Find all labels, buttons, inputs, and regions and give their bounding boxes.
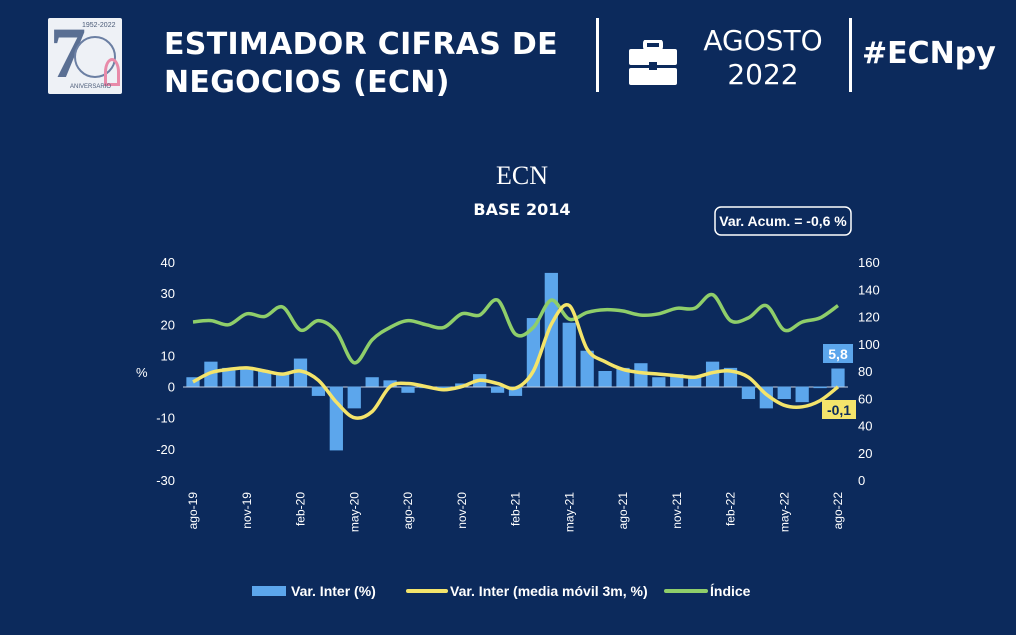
bar — [329, 386, 343, 451]
bar — [688, 377, 702, 387]
logo-years: 1952-2022 — [82, 22, 116, 29]
bar — [275, 374, 290, 387]
bar — [598, 371, 612, 387]
line-last-label: -0,1 — [827, 402, 851, 418]
bar — [347, 386, 361, 409]
x-tick-label: ago-20 — [401, 492, 415, 530]
bar — [652, 377, 666, 387]
x-tick-label: ago-21 — [616, 492, 630, 530]
bar — [580, 350, 594, 387]
x-tick-label: feb-20 — [294, 492, 308, 526]
bar — [311, 386, 326, 396]
y-right-tick-label: 40 — [858, 419, 872, 434]
report-period: AGOSTO 2022 — [700, 24, 826, 92]
bar — [831, 368, 845, 387]
page-title-line1: ESTIMADOR CIFRAS DE — [164, 27, 558, 62]
y-right-tick-label: 80 — [858, 364, 872, 379]
y-right-tick-label: 120 — [858, 310, 880, 325]
x-tick-label: nov-20 — [455, 492, 469, 529]
series-line-moving-average — [192, 303, 840, 420]
y-left-tick-label: -10 — [156, 411, 175, 426]
bar — [616, 367, 630, 387]
page-title-line2: NEGOCIOS (ECN) — [164, 65, 450, 100]
briefcase-icon — [629, 40, 677, 85]
logo-caption: ANIVERSARIO — [70, 84, 112, 90]
x-tick-label: may-21 — [562, 492, 576, 532]
bar — [365, 377, 379, 387]
bar — [562, 322, 576, 387]
x-tick-label: feb-21 — [509, 492, 523, 526]
y-left-tick-label: 40 — [161, 255, 175, 270]
chart-title: ECN — [496, 161, 548, 190]
bar — [777, 386, 791, 400]
bar-last-label: 5,8 — [828, 346, 848, 362]
report-month: AGOSTO — [703, 24, 823, 57]
legend-label-index: Índice — [710, 583, 751, 599]
bar — [490, 386, 505, 393]
report-year: 2022 — [727, 58, 799, 91]
ribbon-icon — [104, 58, 120, 86]
bar — [508, 386, 523, 396]
bar — [222, 367, 236, 387]
y-left-tick-label: 30 — [161, 286, 175, 301]
y-left-tick-label: -30 — [156, 473, 175, 488]
hashtag: #ECNpy — [862, 36, 996, 71]
anniversary-logo: 7 1952-2022 ANIVERSARIO — [48, 18, 122, 94]
bar — [383, 380, 397, 387]
bar — [544, 272, 558, 387]
line-label-box — [822, 400, 856, 419]
x-tick-label: feb-22 — [724, 492, 738, 526]
page-title: ESTIMADOR CIFRAS DE NEGOCIOS (ECN) — [164, 26, 558, 102]
legend-swatch-bars — [252, 586, 286, 596]
x-tick-label: nov-19 — [240, 492, 254, 529]
legend-label-moving-average: Var. Inter (media móvil 3m, %) — [450, 583, 648, 599]
y-right-tick-label: 100 — [858, 337, 880, 352]
annotation-box — [714, 206, 852, 236]
bar-label-box — [823, 344, 853, 363]
y-right-tick-label: 140 — [858, 282, 880, 297]
x-tick-label: ago-19 — [186, 492, 200, 530]
y-left-tick-label: -20 — [156, 442, 175, 457]
x-tick-label: nov-21 — [670, 492, 684, 529]
x-tick-label: may-22 — [777, 492, 791, 532]
y-left-tick-label: 0 — [168, 380, 175, 395]
seal-icon — [74, 36, 116, 78]
bar — [526, 318, 541, 387]
y-left-tick-label: 20 — [161, 317, 175, 332]
bar — [634, 363, 648, 387]
header-divider-2 — [849, 18, 852, 92]
annotation-text: Var. Acum. = -0,6 % — [719, 213, 847, 229]
bar — [401, 386, 415, 393]
bar — [813, 386, 827, 389]
y-left-tick-label: 10 — [161, 348, 175, 363]
y-right-tick-label: 160 — [858, 255, 880, 270]
y-right-tick-label: 60 — [858, 391, 872, 406]
chart-subtitle: BASE 2014 — [473, 200, 570, 219]
bar — [741, 386, 756, 400]
bar — [186, 377, 200, 387]
y-axis-label: % — [136, 365, 148, 380]
bar — [437, 386, 451, 389]
bar — [795, 386, 809, 403]
x-tick-label: may-20 — [347, 492, 361, 532]
legend: Var. Inter (%) Var. Inter (media móvil 3… — [252, 583, 751, 599]
x-tick-label: ago-22 — [831, 492, 845, 530]
bar — [258, 371, 272, 387]
series-line-index — [192, 292, 840, 365]
y-right-tick-label: 20 — [858, 446, 872, 461]
legend-label-bars: Var. Inter (%) — [291, 583, 376, 599]
y-right-tick-label: 0 — [858, 473, 865, 488]
bar — [240, 367, 254, 387]
header-divider — [596, 18, 599, 92]
